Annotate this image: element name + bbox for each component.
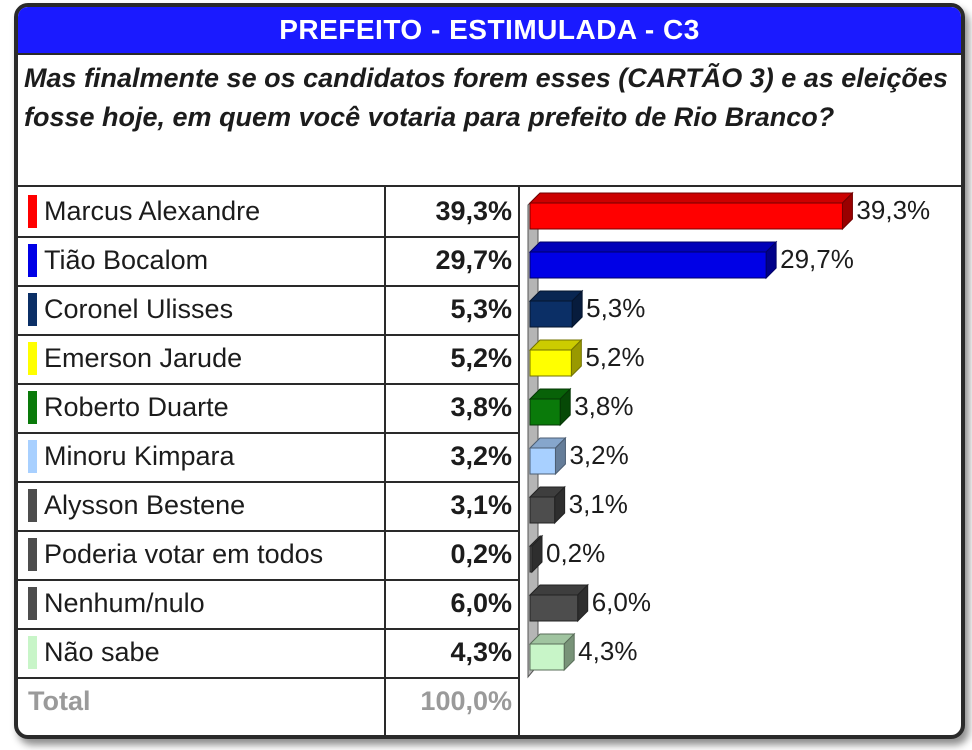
chart-title: PREFEITO - ESTIMULADA - C3 [18, 7, 961, 55]
bar [528, 338, 583, 378]
total-label: Total [28, 686, 91, 716]
legend-swatch [28, 244, 37, 277]
bar-front [529, 398, 561, 426]
bar [528, 387, 572, 427]
candidate-name: Roberto Duarte [44, 392, 229, 422]
bar [528, 289, 584, 329]
table-row: Alysson Bestene 3,1% [18, 481, 518, 532]
column-divider [384, 187, 386, 735]
candidate-name: Minoru Kimpara [44, 441, 235, 471]
question-text: Mas finalmente se os candidatos forem es… [24, 63, 948, 132]
bar-front [529, 643, 565, 671]
candidate-percent: 6,0% [450, 588, 512, 618]
bar-value-label: 4,3% [578, 636, 637, 666]
bar-front [529, 251, 767, 279]
bar-front [529, 545, 533, 573]
legend-swatch [28, 391, 37, 424]
candidate-name: Emerson Jarude [44, 343, 243, 373]
table-row: Não sabe 4,3% [18, 628, 518, 679]
bar [528, 583, 589, 623]
bar-front [529, 202, 843, 230]
candidate-name: Não sabe [44, 637, 160, 667]
legend-swatch [28, 440, 37, 473]
candidate-name: Nenhum/nulo [44, 588, 205, 618]
poll-card: PREFEITO - ESTIMULADA - C3 Mas finalment… [14, 3, 965, 739]
bar-value-label: 3,1% [569, 489, 628, 519]
candidate-percent: 5,2% [450, 343, 512, 373]
column-divider [518, 187, 520, 735]
legend-swatch [28, 538, 37, 571]
table-row: Coronel Ulisses 5,3% [18, 285, 518, 336]
candidate-name: Coronel Ulisses [44, 294, 234, 324]
table-row: Poderia votar em todos 0,2% [18, 530, 518, 581]
bar-front [529, 349, 572, 377]
candidate-name: Alysson Bestene [44, 490, 246, 520]
table-row: Nenhum/nulo 6,0% [18, 579, 518, 630]
candidate-percent: 3,2% [450, 441, 512, 471]
legend-swatch [28, 342, 37, 375]
bar [528, 485, 566, 525]
table-row: Roberto Duarte 3,8% [18, 383, 518, 434]
bar-chart: 39,3%29,7% 5,3% 5,2% 3,8% 3,2% 3,1% 0,2% 6,0% 4,… [527, 191, 930, 679]
bar [528, 632, 576, 672]
bar-value-label: 0,2% [546, 538, 605, 568]
candidate-name: Tião Bocalom [44, 245, 209, 275]
bar-value-label: 29,7% [780, 244, 854, 274]
candidate-percent: 3,8% [450, 392, 512, 422]
bar [528, 191, 854, 231]
candidate-percent: 29,7% [435, 245, 512, 275]
bar [528, 436, 567, 476]
bar-value-label: 3,2% [569, 440, 628, 470]
candidate-percent: 0,2% [450, 539, 512, 569]
legend-swatch [28, 587, 37, 620]
results-table: Marcus Alexandre 39,3% Tião Bocalom 29,7% Co… [18, 185, 961, 735]
bar-front [529, 594, 579, 622]
legend-swatch [28, 293, 37, 326]
table-row: Marcus Alexandre 39,3% [18, 187, 518, 238]
bar-top [528, 192, 854, 204]
bar [528, 534, 544, 574]
total-value: 100,0% [420, 686, 512, 716]
candidate-name: Marcus Alexandre [44, 196, 261, 226]
bar-top [528, 241, 778, 253]
legend-swatch [28, 195, 37, 228]
table-row: Tião Bocalom 29,7% [18, 236, 518, 287]
bar-front [529, 496, 556, 524]
bar-value-label: 6,0% [592, 587, 651, 617]
bar [528, 240, 778, 280]
candidate-name: Poderia votar em todos [44, 539, 324, 569]
bar-value-label: 5,3% [586, 293, 645, 323]
candidate-percent: 39,3% [435, 196, 512, 226]
candidate-percent: 4,3% [450, 637, 512, 667]
total-row: Total 100,0% [18, 677, 518, 726]
bar-front [529, 447, 556, 475]
bar-front [529, 300, 573, 328]
candidate-percent: 3,1% [450, 490, 512, 520]
table-row: Emerson Jarude 5,2% [18, 334, 518, 385]
bar-value-label: 3,8% [574, 391, 633, 421]
bar-value-label: 39,3% [856, 195, 930, 225]
candidate-percent: 5,3% [450, 294, 512, 324]
table-row: Minoru Kimpara 3,2% [18, 432, 518, 483]
bar-value-label: 5,2% [585, 342, 644, 372]
legend-swatch [28, 636, 37, 669]
legend-swatch [28, 489, 37, 522]
